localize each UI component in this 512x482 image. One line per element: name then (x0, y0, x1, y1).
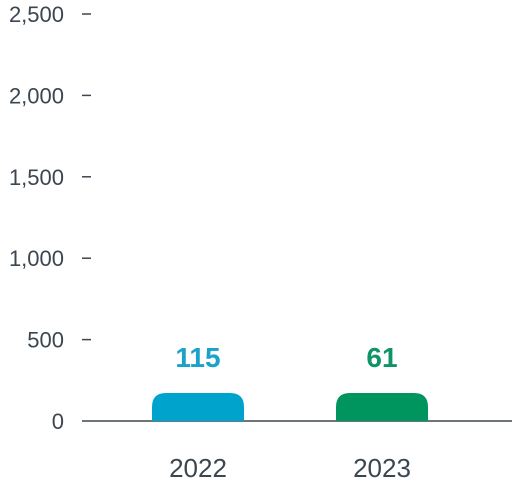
y-tick-label: 0 (52, 409, 64, 434)
value-label-2023: 61 (366, 342, 397, 373)
y-tick-label: 500 (27, 328, 64, 353)
x-category-label: 2023 (353, 453, 411, 482)
x-category-label: 2022 (169, 453, 227, 482)
bar-2022 (152, 393, 244, 421)
labels: 115 2022 61 2023 (169, 342, 411, 482)
y-tick-label: 2,500 (9, 2, 64, 27)
bar-2023 (336, 393, 428, 421)
y-axis: 0 500 1,000 1,500 2,000 2,500 (9, 2, 91, 434)
bars (152, 393, 428, 421)
y-tick-label: 1,000 (9, 246, 64, 271)
value-label-2022: 115 (175, 342, 220, 373)
y-tick-label: 1,500 (9, 165, 64, 190)
y-tick-label: 2,000 (9, 83, 64, 108)
